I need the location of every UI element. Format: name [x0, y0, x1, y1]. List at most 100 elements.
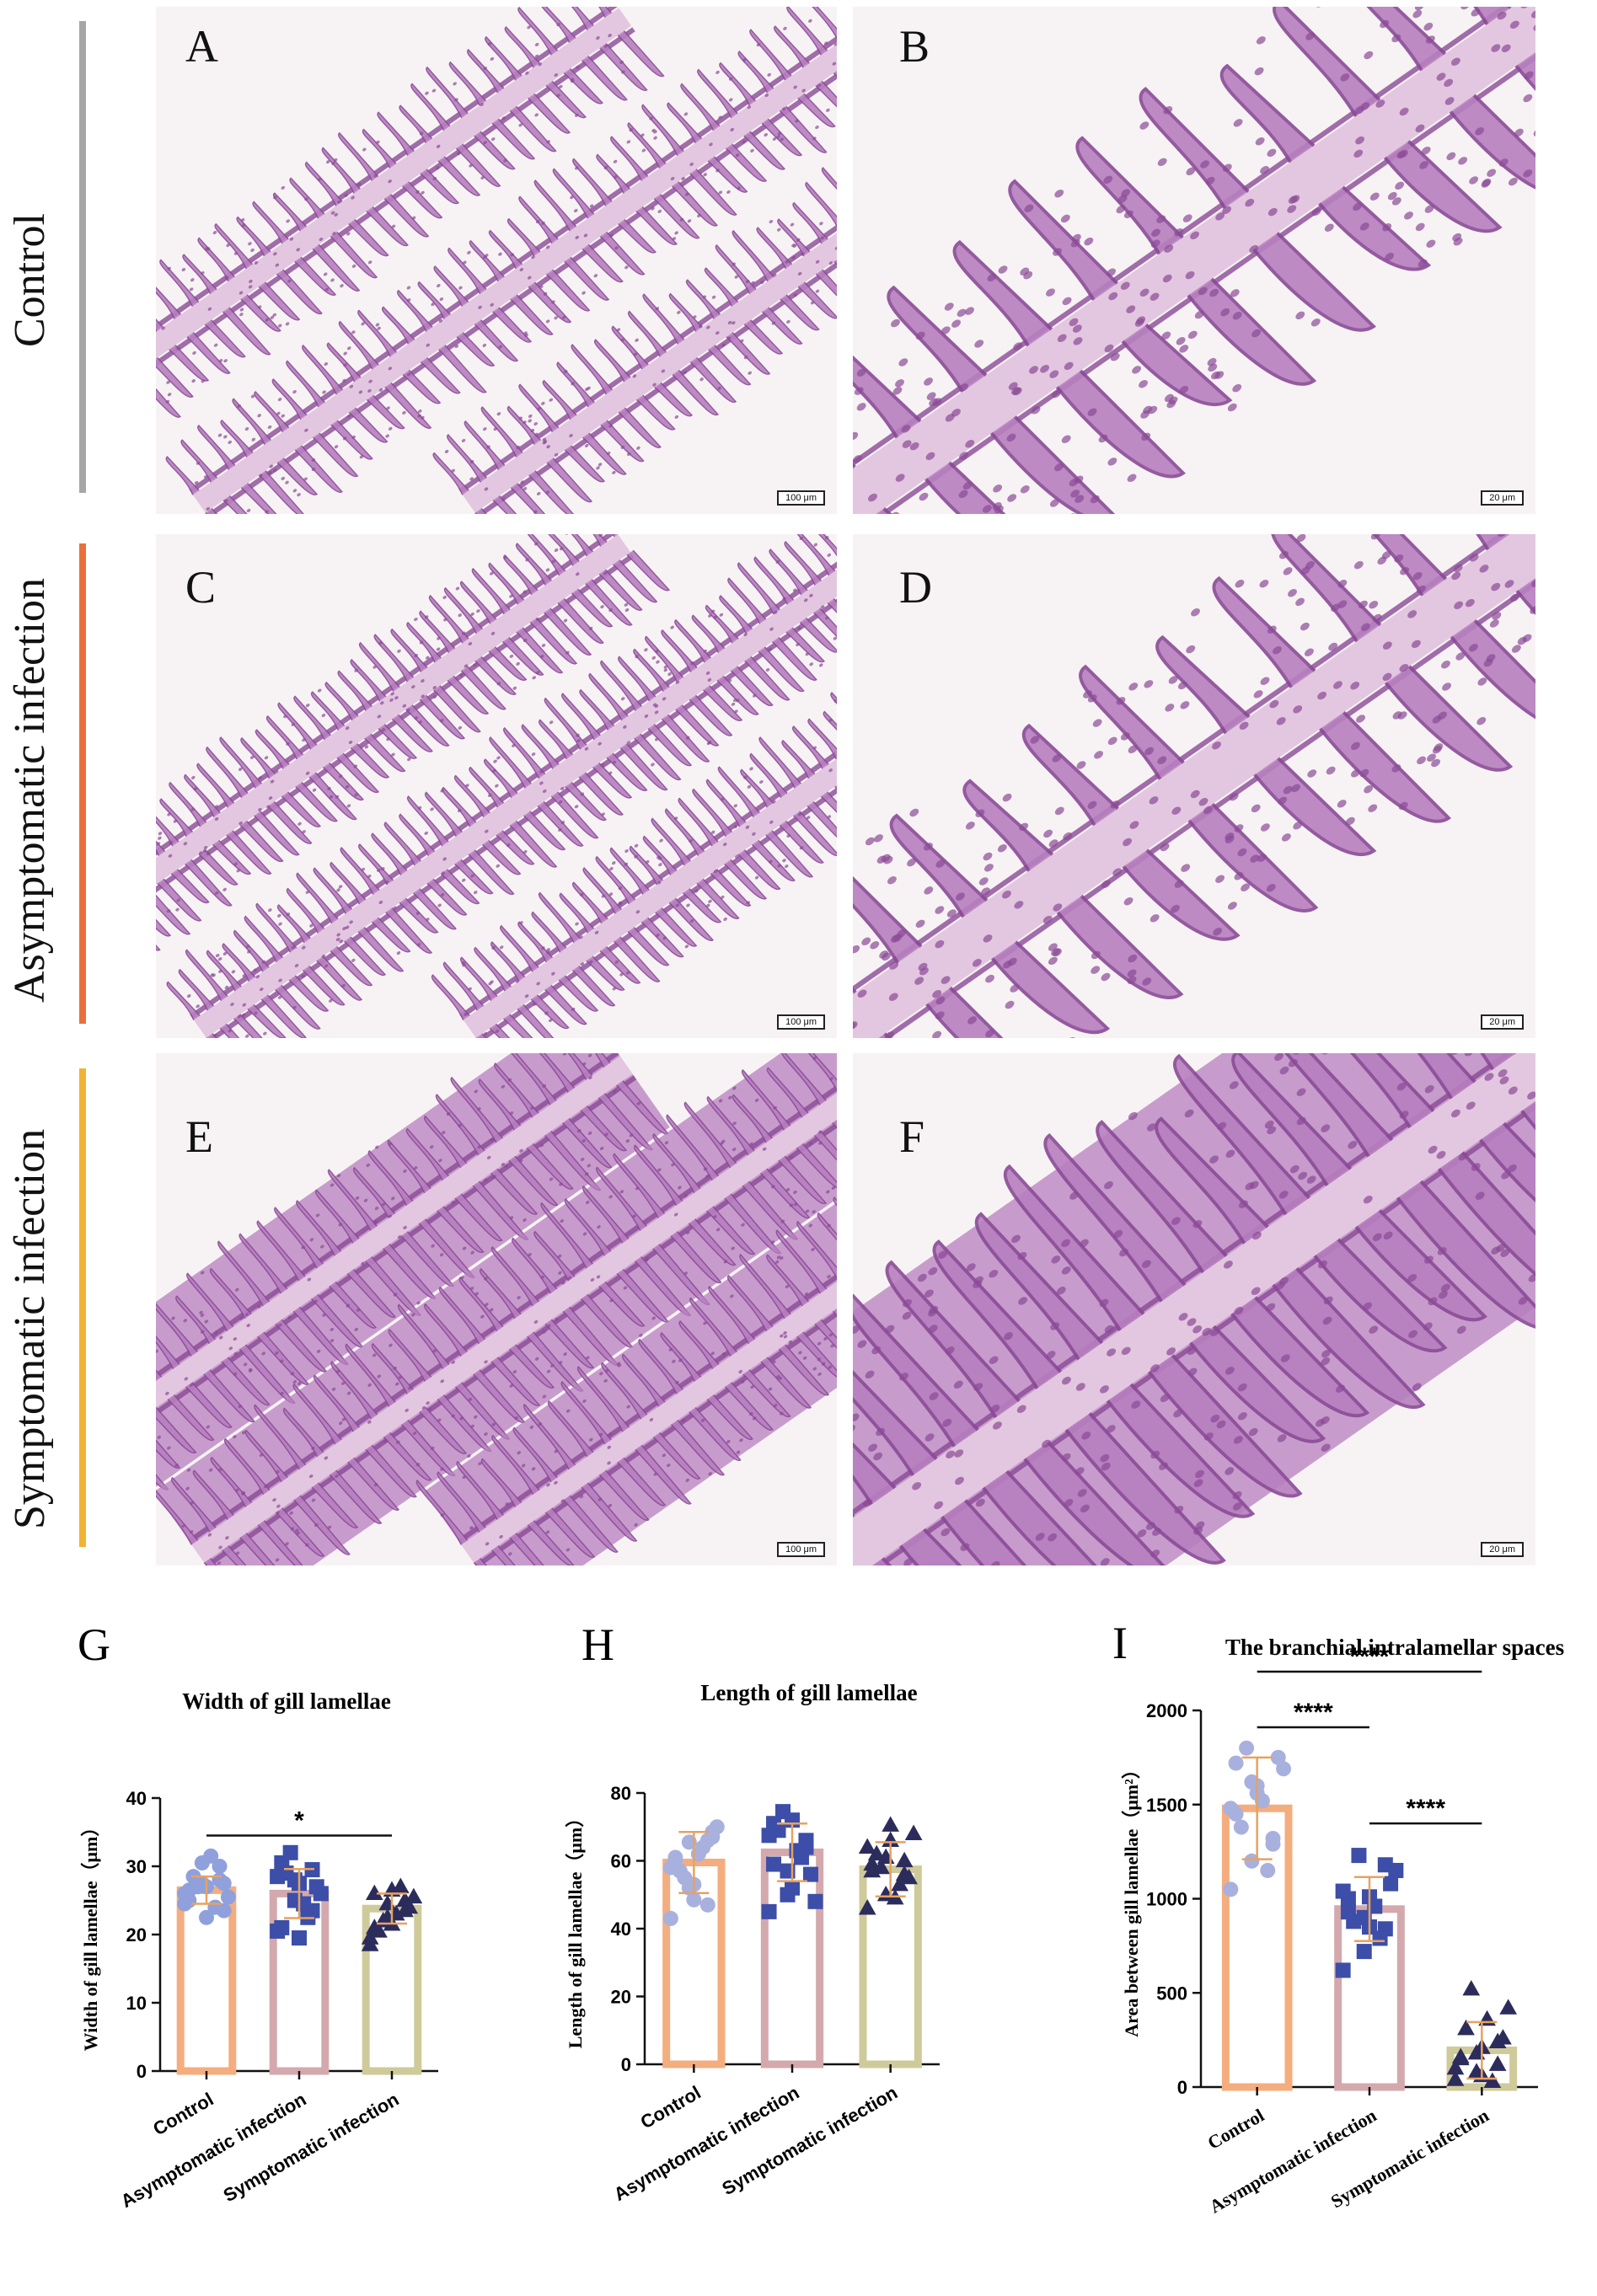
- y-tick-label: 20: [126, 1924, 147, 1945]
- data-point: [292, 1930, 307, 1945]
- x-tick-label: Control: [149, 2089, 217, 2140]
- data-point: [667, 1849, 683, 1865]
- data-point: [762, 1904, 777, 1919]
- x-tick-label: Symptomatic infection: [220, 2089, 403, 2207]
- panel-letter-b: B: [899, 20, 930, 72]
- data-point: [785, 1881, 800, 1896]
- significance-label: ****: [1350, 1643, 1390, 1671]
- micrograph-f-image: [853, 1053, 1535, 1565]
- symptomatic-row-label: Symptomatic infection: [5, 1129, 55, 1529]
- data-point: [896, 1852, 914, 1867]
- panel-letter-c: C: [185, 561, 216, 613]
- chart-title-i: The branchial intralamellar spaces: [1225, 1635, 1564, 1660]
- scale-bar-e: 100 μm: [777, 1542, 825, 1557]
- x-tick-label: Asymptomatic infection: [610, 2082, 802, 2205]
- data-point: [1223, 1881, 1238, 1897]
- data-point: [1260, 1863, 1275, 1878]
- micrograph-c-image: [156, 534, 837, 1038]
- micrograph-panel-c: C 100 μm: [156, 534, 837, 1038]
- y-tick-label: 40: [126, 1788, 147, 1809]
- scale-bar-a: 100 μm: [777, 490, 825, 506]
- chart-title-g: Width of gill lamellae: [182, 1689, 391, 1714]
- control-row-bar: [79, 21, 86, 493]
- asymptomatic-row-label: Asymptomatic infection: [5, 578, 55, 1003]
- chart-title-h: Length of gill lamellae: [700, 1680, 917, 1705]
- data-point: [663, 1911, 678, 1926]
- data-point: [1229, 1756, 1244, 1771]
- y-tick-label: 1000: [1146, 1889, 1187, 1910]
- significance-label: ****: [1294, 1699, 1333, 1726]
- micrograph-a-image: [156, 7, 837, 514]
- scale-bar-c: 100 μm: [777, 1014, 825, 1030]
- data-point: [1489, 2055, 1507, 2070]
- y-tick-label: 30: [126, 1856, 147, 1877]
- x-tick-label: Symptomatic infection: [718, 2082, 901, 2200]
- symptomatic-row-bar: [79, 1068, 86, 1547]
- micrograph-panel-d: D 20 μm: [853, 534, 1535, 1038]
- data-point: [905, 1825, 923, 1840]
- data-point: [798, 1839, 813, 1854]
- data-point: [1341, 1892, 1356, 1907]
- data-point: [1265, 1837, 1280, 1852]
- y-tick-label: 500: [1156, 1983, 1187, 2004]
- y-tick-label: 60: [611, 1851, 631, 1872]
- micrograph-panel-a: A 100 μm: [156, 7, 837, 514]
- y-tick-label: 20: [611, 1987, 631, 2008]
- data-point: [1357, 1944, 1372, 1959]
- micrograph-panel-b: B 20 μm: [853, 7, 1535, 514]
- chart-i: I The branchial intralamellar spaces 0 500 1…: [1079, 1592, 1597, 2292]
- y-axis-label-g: Width of gill lamellae（μm）: [80, 1818, 101, 2052]
- significance-label: ****: [1406, 1795, 1445, 1822]
- data-point: [190, 1879, 206, 1894]
- panel-letter-h: H: [581, 1619, 614, 1670]
- micrograph-b-image: [853, 7, 1535, 514]
- y-tick-label: 1500: [1146, 1795, 1187, 1816]
- data-point: [1351, 1848, 1366, 1863]
- y-tick-label: 0: [621, 2054, 631, 2075]
- data-point: [314, 1886, 329, 1901]
- data-point: [1239, 1741, 1254, 1756]
- data-point: [283, 1845, 298, 1860]
- y-tick-label: 10: [126, 1993, 147, 2014]
- data-point: [217, 1876, 232, 1891]
- data-point: [1462, 1980, 1480, 1995]
- data-point: [1276, 1761, 1291, 1776]
- data-point: [700, 1897, 715, 1913]
- panel-letter-g: G: [78, 1619, 110, 1670]
- data-point: [1336, 1962, 1351, 1978]
- micrograph-panel-f: F 20 μm: [853, 1053, 1535, 1565]
- panel-letter-i: I: [1112, 1618, 1128, 1668]
- y-axis-label-i: Area between gill lamellae（μm²）: [1121, 1760, 1142, 2036]
- x-tick-label: Control: [1204, 2105, 1268, 2154]
- data-point: [199, 1910, 214, 1925]
- data-point: [882, 1816, 899, 1831]
- control-row-label: Control: [5, 213, 55, 347]
- panel-letter-e: E: [185, 1111, 213, 1163]
- scale-bar-b: 20 μm: [1481, 490, 1524, 506]
- y-tick-label: 80: [611, 1783, 631, 1804]
- panel-letter-d: D: [899, 561, 932, 613]
- data-point: [686, 1892, 701, 1908]
- x-tick-label: Control: [637, 2082, 705, 2133]
- y-tick-label: 0: [1177, 2077, 1187, 2098]
- chart-i-svg: I The branchial intralamellar spaces 0 500 1…: [1079, 1592, 1597, 2292]
- asymptomatic-row-bar: [79, 543, 86, 1024]
- data-point: [221, 1889, 236, 1904]
- data-point: [274, 1920, 289, 1935]
- data-point: [1223, 1801, 1238, 1816]
- panel-letter-f: F: [899, 1111, 924, 1163]
- data-point: [1383, 1876, 1398, 1892]
- data-point: [270, 1869, 285, 1884]
- panel-letter-a: A: [185, 20, 218, 72]
- data-point: [366, 1885, 383, 1900]
- scale-bar-d: 20 μm: [1481, 1014, 1524, 1030]
- micrograph-e-image: [156, 1053, 837, 1565]
- data-point: [1499, 1999, 1517, 2014]
- scale-bar-f: 20 μm: [1481, 1542, 1524, 1557]
- y-tick-label: 40: [611, 1919, 631, 1940]
- micrograph-panel-e: E 100 μm: [156, 1053, 837, 1565]
